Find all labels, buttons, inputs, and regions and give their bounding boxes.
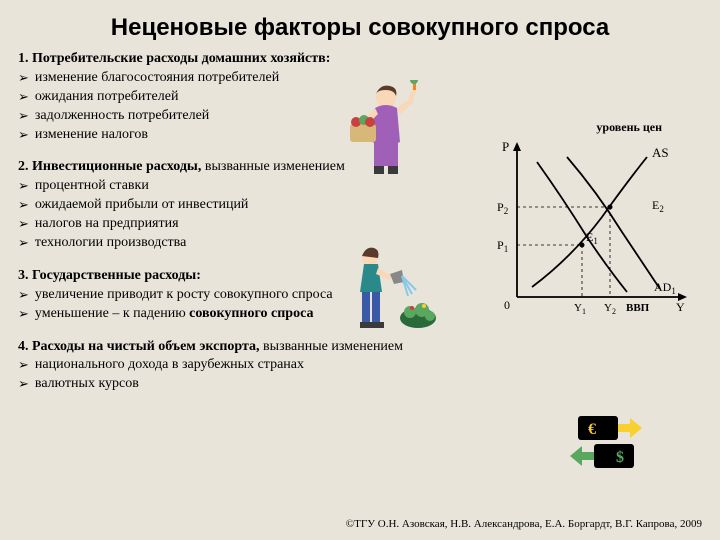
item-text: уменьшение – к падению совокупного спрос… <box>35 305 314 324</box>
bullet-icon: ➢ <box>18 196 29 214</box>
list-item: ➢ валютных курсов <box>18 375 702 394</box>
svg-text:Y2: Y2 <box>604 302 616 316</box>
item-text: ожидания потребителей <box>35 88 179 107</box>
svg-text:$: $ <box>616 449 624 466</box>
section-4-head-bold: 4. Расходы на чистый объем экспорта, <box>18 339 260 354</box>
bullet-icon: ➢ <box>18 177 29 195</box>
list-item: ➢ процентной ставки <box>18 177 448 196</box>
item-text: ожидаемой прибыли от инвестиций <box>35 196 249 215</box>
bullet-icon: ➢ <box>18 356 29 374</box>
origin-label: 0 <box>504 298 510 312</box>
bullet-icon: ➢ <box>18 375 29 393</box>
svg-text:AD1: AD1 <box>654 280 676 296</box>
item-text: налогов на предприятия <box>35 215 179 234</box>
list-item: ➢ налогов на предприятия <box>18 215 448 234</box>
as-label: AS <box>652 145 669 160</box>
svg-text:Y: Y <box>676 300 685 314</box>
axis-p-label: P <box>502 139 509 154</box>
section-2-head-rest: вызванные изменением <box>201 159 344 174</box>
svg-text:P1: P1 <box>497 238 508 254</box>
section-4: 4. Расходы на чистый объем экспорта, выз… <box>18 338 702 395</box>
bullet-icon: ➢ <box>18 126 29 144</box>
section-2-head-bold: 2. Инвестиционные расходы, <box>18 159 201 174</box>
woman-groceries-icon <box>340 80 450 180</box>
item-text: процентной ставки <box>35 177 149 196</box>
svg-text:ВВП: ВВП <box>626 302 650 314</box>
item-text: национального дохода в зарубежных страна… <box>35 356 304 375</box>
bullet-icon: ➢ <box>18 69 29 87</box>
page-title: Неценовые факторы совокупного спроса <box>0 0 720 50</box>
bullet-icon: ➢ <box>18 215 29 233</box>
currency-exchange-icon: € $ <box>570 410 650 480</box>
list-item: ➢ ожидаемой прибыли от инвестиций <box>18 196 448 215</box>
gardener-icon <box>340 240 450 340</box>
section-4-head-rest: вызванные изменением <box>260 339 403 354</box>
section-4-head: 4. Расходы на чистый объем экспорта, выз… <box>18 338 702 357</box>
item-text: изменение благосостояния потребителей <box>35 69 279 88</box>
chart-svg: P AS P2 P1 E1 E2 AD1 0 Y1 Y2 ВВП Y <box>492 137 692 327</box>
svg-text:Y1: Y1 <box>574 302 586 316</box>
bullet-icon: ➢ <box>18 286 29 304</box>
section-1-head: 1. Потребительские расходы домашних хозя… <box>18 50 448 69</box>
svg-text:P2: P2 <box>497 200 508 216</box>
bullet-icon: ➢ <box>18 234 29 252</box>
item-text: увеличение приводит к росту совокупного … <box>35 286 333 305</box>
list-item: ➢ национального дохода в зарубежных стран… <box>18 356 702 375</box>
copyright-footer: ©ТГУ О.Н. Азовская, Н.В. Александрова, Е… <box>346 518 702 530</box>
chart-title: уровень цен <box>492 120 702 135</box>
bullet-icon: ➢ <box>18 305 29 323</box>
ad-as-chart: уровень цен P AS P2 P1 E1 E2 AD1 0 Y1 Y2… <box>492 120 702 332</box>
item-text: изменение налогов <box>35 126 148 145</box>
bullet-icon: ➢ <box>18 88 29 106</box>
item-text: технологии производства <box>35 234 186 253</box>
bullet-icon: ➢ <box>18 107 29 125</box>
svg-text:€: € <box>588 421 596 438</box>
item-text: валютных курсов <box>35 375 139 394</box>
item-text: задолженность потребителей <box>35 107 209 126</box>
svg-text:E1: E1 <box>586 230 598 246</box>
svg-text:E2: E2 <box>652 198 664 214</box>
